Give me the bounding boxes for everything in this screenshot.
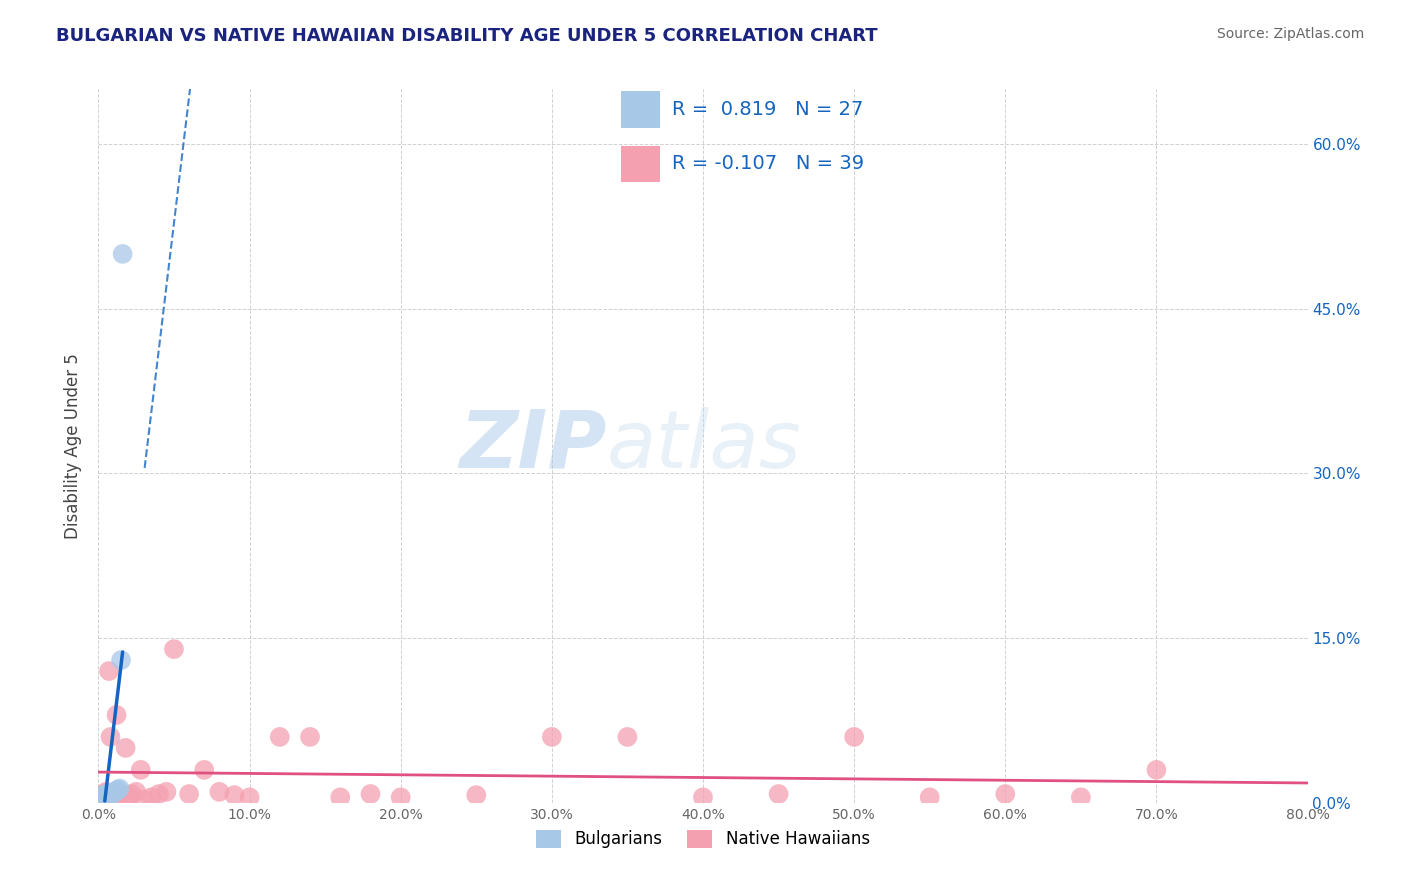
Point: [465, 788, 488, 802]
Point: [100, 788, 122, 802]
Point: [163, 642, 186, 657]
Point: [93, 788, 115, 802]
Text: atlas: atlas: [606, 407, 801, 485]
Point: [90, 791, 112, 805]
Point: [389, 790, 412, 805]
Point: [107, 782, 129, 797]
Y-axis label: Disability Age Under 5: Disability Age Under 5: [65, 353, 83, 539]
Point: [94, 791, 117, 805]
Point: [616, 730, 638, 744]
Point: [129, 763, 152, 777]
Point: [98, 787, 121, 801]
Point: [100, 730, 122, 744]
Point: [110, 788, 132, 802]
Point: [114, 740, 136, 755]
Point: [110, 653, 132, 667]
Point: [224, 788, 246, 802]
Text: R = -0.107   N = 39: R = -0.107 N = 39: [672, 154, 865, 173]
Point: [98, 789, 121, 804]
Point: [101, 787, 124, 801]
Point: [141, 790, 163, 805]
Point: [94, 785, 117, 799]
Point: [1144, 763, 1167, 777]
Point: [98, 664, 121, 678]
Point: [692, 790, 714, 805]
Point: [91, 791, 114, 805]
Point: [193, 763, 215, 777]
Point: [844, 730, 866, 744]
Point: [105, 783, 128, 797]
Point: [208, 785, 231, 799]
Point: [918, 790, 941, 805]
Text: BULGARIAN VS NATIVE HAWAIIAN DISABILITY AGE UNDER 5 CORRELATION CHART: BULGARIAN VS NATIVE HAWAIIAN DISABILITY …: [56, 27, 877, 45]
Point: [118, 790, 141, 805]
Point: [90, 790, 112, 805]
Point: [96, 788, 118, 802]
Point: [179, 787, 201, 801]
Point: [360, 787, 382, 801]
Point: [94, 787, 117, 801]
Text: Source: ZipAtlas.com: Source: ZipAtlas.com: [1216, 27, 1364, 41]
Point: [90, 790, 112, 805]
FancyBboxPatch shape: [620, 92, 659, 128]
Point: [111, 247, 134, 261]
Point: [269, 730, 291, 744]
Point: [299, 730, 322, 744]
Point: [148, 787, 170, 801]
Point: [93, 792, 115, 806]
FancyBboxPatch shape: [620, 145, 659, 182]
Point: [121, 787, 143, 801]
Point: [768, 787, 790, 801]
Point: [125, 785, 148, 799]
Point: [108, 781, 131, 796]
Point: [89, 792, 111, 806]
Point: [94, 789, 117, 804]
Point: [93, 787, 115, 801]
Point: [155, 785, 177, 799]
Point: [103, 786, 125, 800]
Point: [89, 792, 111, 806]
Point: [96, 790, 118, 805]
Point: [91, 789, 114, 804]
Point: [329, 790, 352, 805]
Point: [105, 708, 128, 723]
Point: [93, 790, 115, 805]
Text: R =  0.819   N = 27: R = 0.819 N = 27: [672, 100, 863, 119]
Point: [104, 785, 127, 799]
Point: [90, 794, 112, 808]
Point: [540, 730, 562, 744]
Point: [91, 792, 114, 806]
Point: [994, 787, 1017, 801]
Point: [103, 790, 125, 805]
Text: ZIP: ZIP: [458, 407, 606, 485]
Legend: Bulgarians, Native Hawaiians: Bulgarians, Native Hawaiians: [530, 823, 876, 855]
Point: [1070, 790, 1092, 805]
Point: [89, 794, 111, 808]
Point: [132, 792, 155, 806]
Point: [239, 790, 262, 805]
